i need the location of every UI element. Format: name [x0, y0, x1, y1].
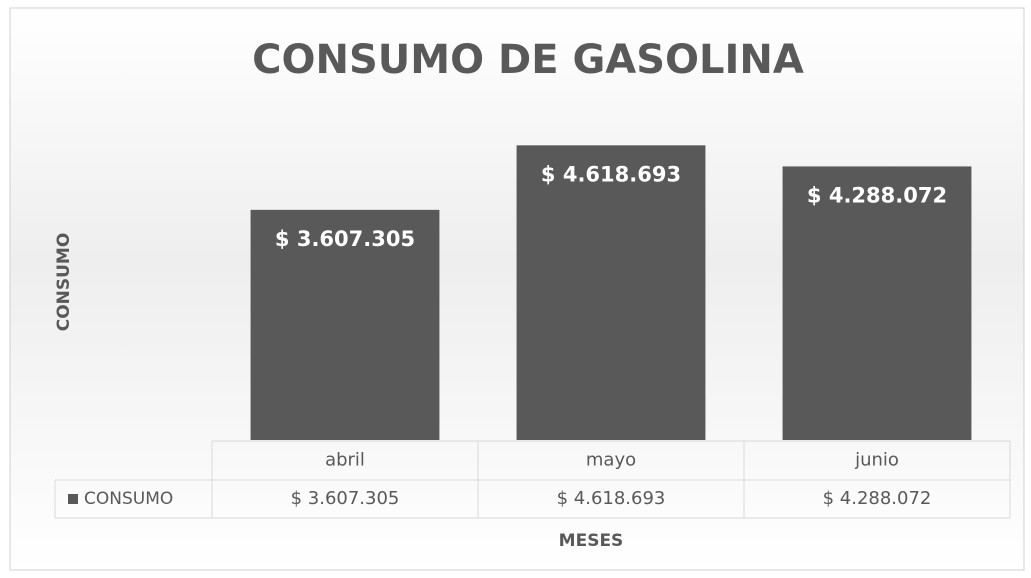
- x-tick-label: junio: [854, 450, 899, 471]
- table-value: $ 4.288.072: [823, 488, 932, 509]
- data-label: $ 3.607.305: [275, 227, 415, 251]
- x-tick-label: abril: [325, 450, 365, 471]
- data-label: $ 4.618.693: [541, 162, 681, 186]
- chart-title: CONSUMO DE GASOLINA: [252, 37, 804, 83]
- bar: [782, 166, 972, 440]
- bar: [250, 209, 440, 440]
- bar: [516, 145, 706, 440]
- data-label: $ 4.288.072: [807, 183, 947, 207]
- table-value: $ 3.607.305: [291, 488, 400, 509]
- table-value: $ 4.618.693: [557, 488, 666, 509]
- y-axis-title: CONSUMO: [54, 233, 74, 332]
- legend-swatch: [68, 494, 78, 504]
- x-tick-label: mayo: [586, 450, 636, 471]
- legend-label: CONSUMO: [84, 489, 173, 509]
- x-axis-title: MESES: [559, 531, 624, 551]
